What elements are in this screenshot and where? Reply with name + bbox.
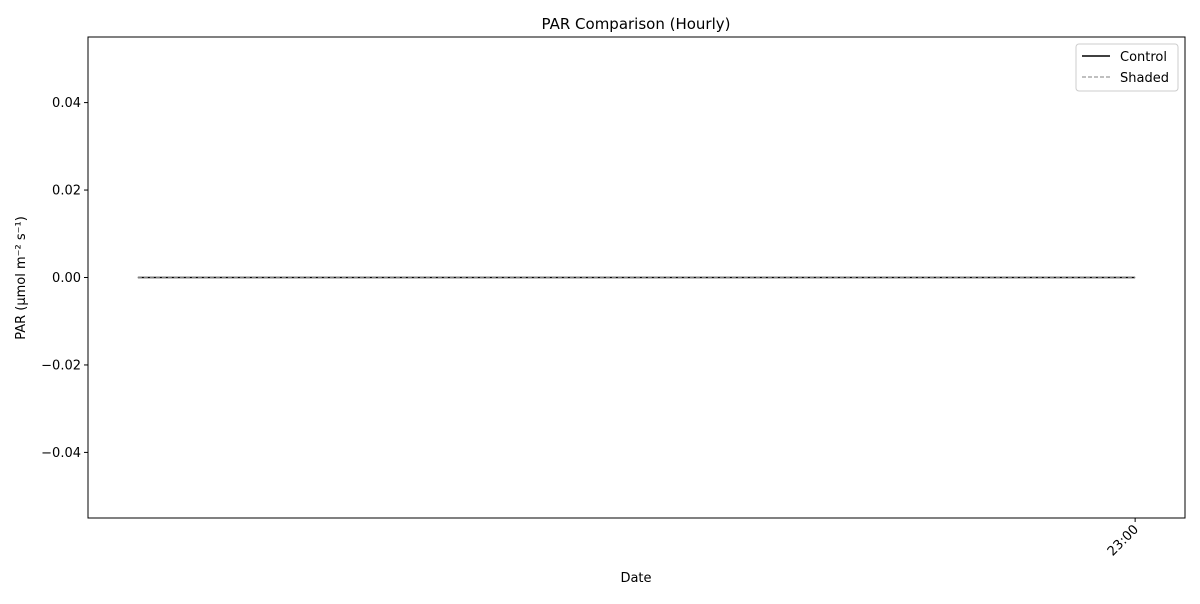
y-tick-label: 0.02 [52, 184, 81, 199]
legend-label-control: Control [1120, 50, 1167, 65]
plot-area: −0.04 −0.02 0.00 0.02 0.04 23:00 Control Shaded [41, 36, 1186, 559]
legend-label-shaded: Shaded [1120, 71, 1169, 86]
y-tick-label: −0.02 [41, 358, 81, 373]
x-axis-label: Date [620, 571, 651, 586]
y-tick-label: 0.00 [52, 271, 81, 286]
y-tick-label: −0.04 [41, 446, 81, 461]
chart-title: PAR Comparison (Hourly) [542, 15, 731, 33]
y-axis-label: PAR (μmol m⁻² s⁻¹) [14, 216, 29, 340]
x-tick-label: 23:00 [1105, 522, 1142, 559]
y-tick-label: 0.04 [52, 96, 81, 111]
